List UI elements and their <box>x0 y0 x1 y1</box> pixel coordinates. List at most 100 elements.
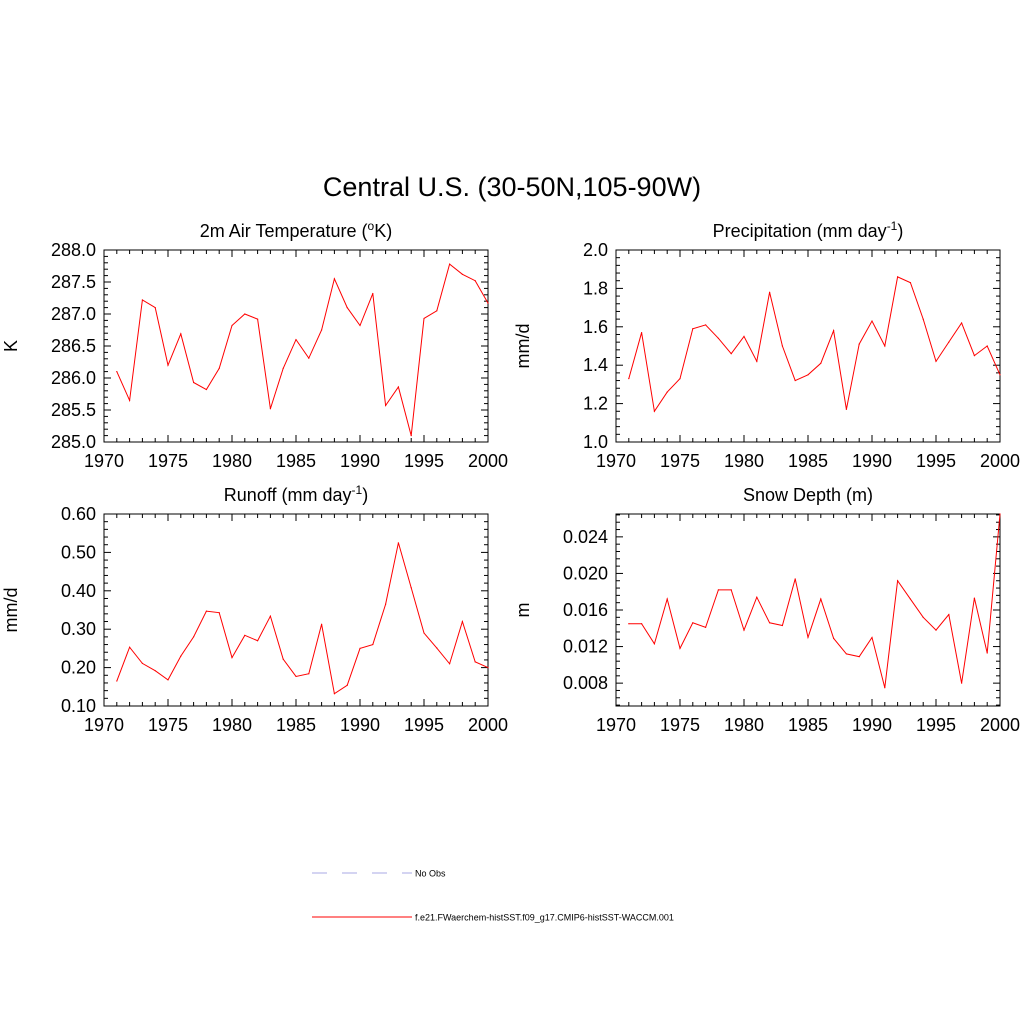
y-tick-label: 0.20 <box>61 658 96 678</box>
data-point <box>820 362 822 364</box>
data-point <box>372 292 374 295</box>
x-tick-label: 1980 <box>724 715 764 735</box>
data-point <box>180 333 182 335</box>
y-tick-label: 1.4 <box>583 355 608 375</box>
x-tick-label: 1980 <box>212 451 252 471</box>
x-tick-label: 1990 <box>340 451 380 471</box>
data-point <box>397 542 399 544</box>
data-point <box>973 597 976 599</box>
data-point <box>205 610 207 612</box>
x-tick-label: 2000 <box>980 451 1020 471</box>
data-point <box>295 675 297 678</box>
data-point <box>321 623 323 625</box>
y-tick-label: 1.6 <box>583 317 608 337</box>
y-tick-label: 287.0 <box>51 304 96 324</box>
legend-item: f.e21.FWaerchem-histSST.f09_g17.CMIP6-hi… <box>312 913 674 923</box>
data-point <box>794 578 796 580</box>
data-point <box>897 276 899 278</box>
data-point <box>180 655 182 657</box>
data-point <box>717 337 720 339</box>
x-tick-label: 1975 <box>660 715 700 735</box>
data-point <box>922 616 924 618</box>
data-point <box>769 622 771 624</box>
y-tick-label: 286.5 <box>51 336 96 356</box>
data-point <box>897 580 899 582</box>
y-tick-label: 0.024 <box>563 527 608 547</box>
plot-frame <box>103 513 489 707</box>
data-point <box>820 598 822 600</box>
data-point <box>858 656 860 658</box>
y-tick-label: 0.012 <box>563 637 608 657</box>
data-point <box>666 598 668 600</box>
data-point <box>935 360 937 362</box>
data-point <box>308 673 310 675</box>
data-point <box>436 647 438 649</box>
data-point <box>410 435 412 437</box>
data-point <box>743 629 745 631</box>
x-tick-label: 1995 <box>916 715 956 735</box>
data-point <box>705 626 707 628</box>
data-point <box>397 386 399 388</box>
y-tick-label: 285.0 <box>51 432 96 452</box>
y-axis-label: mm/d <box>1 588 21 633</box>
data-point <box>999 374 1001 376</box>
data-point <box>871 320 873 322</box>
legend-label: f.e21.FWaerchem-histSST.f09_g17.CMIP6-hi… <box>415 913 674 923</box>
data-point <box>833 637 835 639</box>
data-point <box>679 378 681 380</box>
data-point <box>461 620 463 623</box>
data-point <box>282 367 284 369</box>
y-tick-label: 0.016 <box>563 600 608 620</box>
data-point <box>653 643 656 645</box>
y-tick-label: 1.8 <box>583 278 608 298</box>
data-point <box>948 341 950 343</box>
panels: 2m Air Temperature (oK) K 1970 1975 1980 1985… <box>1 219 1020 735</box>
data-point <box>116 680 118 682</box>
data-point <box>269 615 271 617</box>
legend-item: No Obs <box>312 869 446 879</box>
plot-frame <box>103 249 489 443</box>
x-tick-label: 1980 <box>212 715 252 735</box>
panel-title: Runoff (mm day-1) <box>224 483 368 505</box>
data-point <box>359 324 361 327</box>
data-point <box>359 647 361 650</box>
data-point <box>346 684 348 686</box>
x-tick-label: 1980 <box>724 451 764 471</box>
series-line <box>116 542 489 695</box>
data-point <box>295 339 297 341</box>
panel-snow-depth: Snow Depth (m) m 1970 1975 1980 1985 1990 1995 2… <box>513 485 1020 735</box>
data-point <box>129 646 131 648</box>
x-tick-label: 1970 <box>596 451 636 471</box>
data-point <box>909 598 912 600</box>
data-point <box>449 663 451 665</box>
data-point <box>794 379 796 382</box>
data-point <box>449 263 451 265</box>
data-point <box>116 371 118 373</box>
x-tick-label: 1985 <box>788 715 828 735</box>
data-point <box>385 404 387 407</box>
y-tick-label: 1.2 <box>583 394 608 414</box>
y-tick-label: 0.008 <box>563 673 608 693</box>
x-tick-label: 1975 <box>148 715 188 735</box>
x-tick-label: 1990 <box>340 715 380 735</box>
data-point <box>807 636 809 639</box>
x-tick-label: 1975 <box>148 451 188 471</box>
data-point <box>730 353 732 355</box>
data-point <box>129 399 131 401</box>
data-point <box>961 682 963 684</box>
data-point <box>193 636 195 638</box>
data-point <box>474 661 476 663</box>
data-point <box>167 679 169 681</box>
data-point <box>986 345 988 347</box>
data-point <box>193 381 195 384</box>
data-point <box>833 330 835 332</box>
data-point <box>653 410 656 412</box>
data-point <box>781 345 784 347</box>
data-point <box>154 307 156 309</box>
x-tick-label: 1975 <box>660 451 700 471</box>
y-tick-label: 0.30 <box>61 619 96 639</box>
y-axis-label: K <box>1 340 21 352</box>
data-point <box>666 391 668 393</box>
data-point <box>781 624 784 627</box>
